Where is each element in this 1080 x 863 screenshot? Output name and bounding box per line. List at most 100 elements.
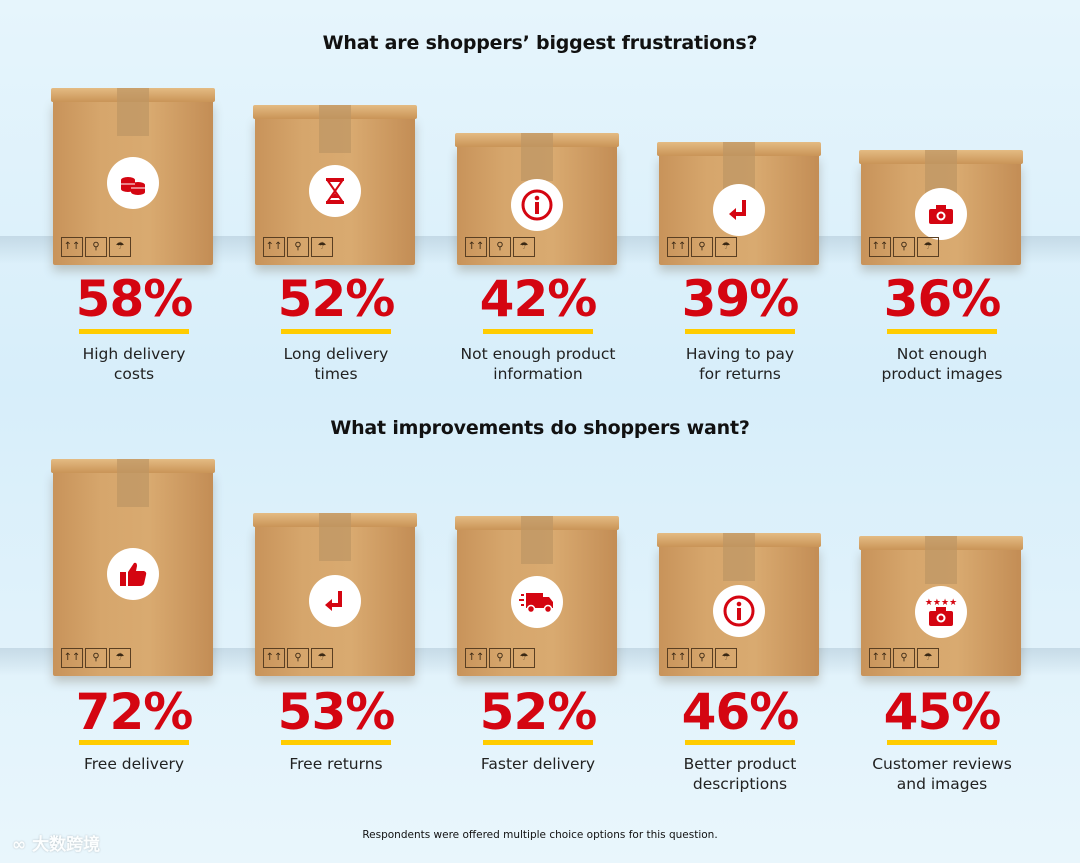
- category-label-line: Not enough product: [460, 345, 616, 363]
- rated-camera-icon: ★★★★: [915, 586, 967, 638]
- category-label-line: Having to pay: [685, 345, 795, 363]
- box-tape: [319, 105, 351, 153]
- category-label-line: costs: [113, 365, 155, 383]
- bar-box: ↑↑ ⚲ ☂: [657, 142, 821, 265]
- keep-dry-icon: ☂: [311, 237, 333, 257]
- handling-marks: ↑↑ ⚲ ☂: [869, 648, 939, 668]
- value-underline: [685, 740, 795, 745]
- bar-box: ↑↑ ⚲ ☂: [51, 88, 215, 265]
- fragile-icon: ⚲: [287, 648, 309, 668]
- category-label-line: for returns: [699, 365, 781, 383]
- handling-marks: ↑↑ ⚲ ☂: [61, 648, 131, 668]
- value-label: 52%: [479, 683, 598, 741]
- this-way-up-icon: ↑↑: [61, 648, 83, 668]
- value-label: 46%: [681, 683, 800, 741]
- bar-box: ↑↑ ⚲ ☂: [859, 150, 1023, 265]
- value-label: 39%: [681, 270, 800, 328]
- category-label-line: Free returns: [289, 755, 383, 773]
- value-underline: [79, 740, 189, 745]
- delivery-truck-icon: [511, 576, 563, 628]
- category-label-line: Customer reviews: [872, 755, 1012, 773]
- keep-dry-icon: ☂: [109, 648, 131, 668]
- category-label: Not enough product images: [841, 344, 1043, 384]
- category-label: Faster delivery: [437, 754, 639, 774]
- bar-box: ↑↑ ⚲ ☂: [455, 516, 619, 676]
- fragile-icon: ⚲: [893, 648, 915, 668]
- handling-marks: ↑↑ ⚲ ☂: [263, 237, 333, 257]
- handling-marks: ↑↑ ⚲ ☂: [869, 237, 939, 257]
- frustrations-title: What are shoppers’ biggest frustrations?: [322, 32, 758, 54]
- keep-dry-icon: ☂: [715, 648, 737, 668]
- info-icon: [511, 179, 563, 231]
- box-tape: [521, 516, 553, 564]
- value-underline: [887, 740, 997, 745]
- fragile-icon: ⚲: [691, 648, 713, 668]
- thumbs-up-icon: [107, 548, 159, 600]
- category-label-line: Free delivery: [83, 755, 185, 773]
- category-label-line: High delivery: [82, 345, 186, 363]
- value-label: 58%: [75, 270, 194, 328]
- bar-box: ↑↑ ⚲ ☂: [253, 513, 417, 676]
- handling-marks: ↑↑ ⚲ ☂: [667, 237, 737, 257]
- footnote: Respondents were offered multiple choice…: [362, 829, 718, 841]
- fragile-icon: ⚲: [489, 648, 511, 668]
- value-label: 52%: [277, 270, 396, 328]
- this-way-up-icon: ↑↑: [667, 237, 689, 257]
- category-label-line: product images: [881, 365, 1003, 383]
- category-label-line: Long delivery: [283, 345, 389, 363]
- category-label: Free returns: [235, 754, 437, 774]
- category-label-line: Not enough: [896, 345, 988, 363]
- value-underline: [79, 329, 189, 334]
- this-way-up-icon: ↑↑: [869, 237, 891, 257]
- svg-text:★★★★: ★★★★: [925, 598, 957, 608]
- category-label: Long delivery times: [235, 344, 437, 384]
- handling-marks: ↑↑ ⚲ ☂: [465, 648, 535, 668]
- this-way-up-icon: ↑↑: [465, 237, 487, 257]
- category-label: Having to pay for returns: [639, 344, 841, 384]
- category-label: Free delivery: [33, 754, 235, 774]
- bar-box: ↑↑ ⚲ ☂: [51, 459, 215, 676]
- bar-box: ★★★★ ↑↑ ⚲ ☂: [859, 536, 1023, 676]
- category-label-line: Better product: [683, 755, 797, 773]
- keep-dry-icon: ☂: [311, 648, 333, 668]
- bar-box: ↑↑ ⚲ ☂: [253, 105, 417, 265]
- value-label: 45%: [883, 683, 1002, 741]
- hourglass-icon: [309, 165, 361, 217]
- this-way-up-icon: ↑↑: [667, 648, 689, 668]
- keep-dry-icon: ☂: [917, 237, 939, 257]
- category-label: Better product descriptions: [639, 754, 841, 794]
- category-label-line: information: [493, 365, 583, 383]
- this-way-up-icon: ↑↑: [263, 237, 285, 257]
- category-label-line: and images: [896, 775, 988, 793]
- watermark-logo-icon: ∞: [12, 835, 33, 855]
- this-way-up-icon: ↑↑: [263, 648, 285, 668]
- box-tape: [521, 133, 553, 181]
- value-label: 42%: [479, 270, 598, 328]
- value-underline: [483, 329, 593, 334]
- fragile-icon: ⚲: [691, 237, 713, 257]
- this-way-up-icon: ↑↑: [465, 648, 487, 668]
- category-label: High delivery costs: [33, 344, 235, 384]
- fragile-icon: ⚲: [489, 237, 511, 257]
- handling-marks: ↑↑ ⚲ ☂: [667, 648, 737, 668]
- this-way-up-icon: ↑↑: [869, 648, 891, 668]
- box-tape: [925, 536, 957, 584]
- handling-marks: ↑↑ ⚲ ☂: [61, 237, 131, 257]
- category-label: Customer reviews and images: [841, 754, 1043, 794]
- keep-dry-icon: ☂: [917, 648, 939, 668]
- value-label: 53%: [277, 683, 396, 741]
- value-label: 72%: [75, 683, 194, 741]
- bar-box: ↑↑ ⚲ ☂: [657, 533, 821, 676]
- fragile-icon: ⚲: [85, 648, 107, 668]
- category-label-line: Faster delivery: [480, 755, 596, 773]
- box-tape: [319, 513, 351, 561]
- camera-icon: [915, 188, 967, 240]
- bar-box: ↑↑ ⚲ ☂: [455, 133, 619, 265]
- handling-marks: ↑↑ ⚲ ☂: [465, 237, 535, 257]
- category-label-line: descriptions: [692, 775, 788, 793]
- return-arrow-icon: [713, 184, 765, 236]
- fragile-icon: ⚲: [85, 237, 107, 257]
- return-arrow-icon: [309, 575, 361, 627]
- fragile-icon: ⚲: [287, 237, 309, 257]
- improvements-title: What improvements do shoppers want?: [330, 417, 750, 439]
